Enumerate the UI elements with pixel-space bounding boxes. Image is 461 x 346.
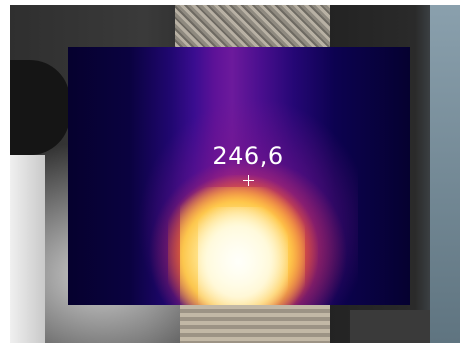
thermal-image-overlay: 246,6 <box>68 47 410 305</box>
specimen-bottom-texture <box>180 305 330 343</box>
crosshair-icon <box>243 175 254 186</box>
specimen-top-texture <box>175 5 330 50</box>
background-right-wall <box>430 5 460 343</box>
background-dark-object <box>10 60 70 155</box>
spot-temperature-readout: 246,6 <box>212 142 284 170</box>
background-white-pillar <box>10 155 45 343</box>
camera-frame: 246,6 <box>10 5 460 343</box>
heat-zone-peak <box>198 207 288 305</box>
background-floor-object <box>350 310 430 343</box>
